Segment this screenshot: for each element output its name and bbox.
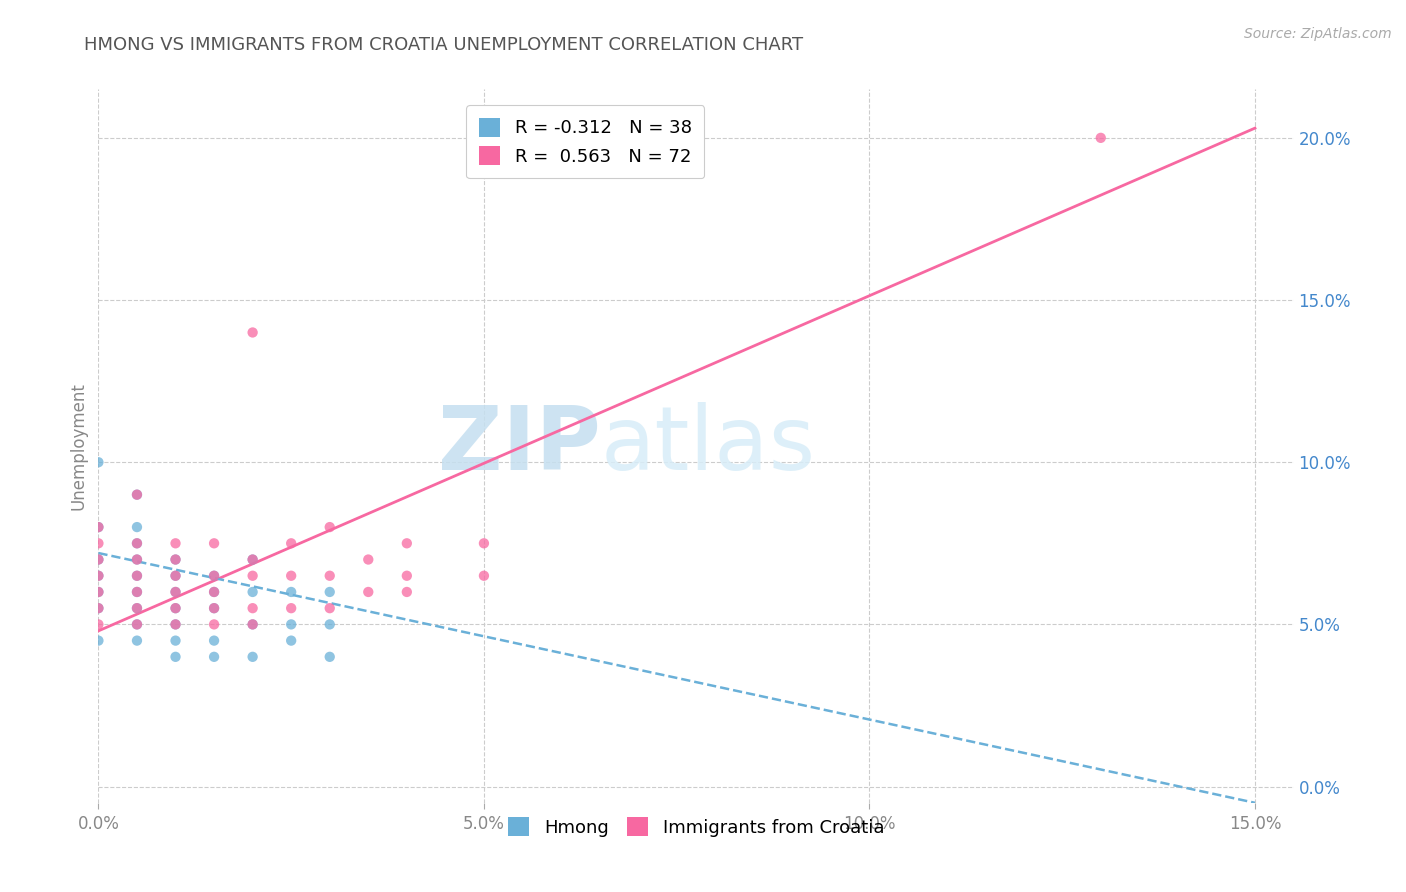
Point: [125, 488, 148, 502]
Point: [165, 552, 187, 566]
Point: [319, 520, 342, 534]
Point: [125, 585, 148, 599]
Point: [87, 455, 110, 469]
Point: [319, 585, 342, 599]
Point: [280, 601, 302, 615]
Point: [202, 536, 225, 550]
Point: [87, 585, 110, 599]
Point: [125, 488, 148, 502]
Point: [472, 536, 495, 550]
Point: [242, 649, 264, 664]
Point: [125, 585, 148, 599]
Point: [395, 568, 418, 582]
Point: [242, 326, 264, 340]
Point: [165, 617, 187, 632]
Point: [87, 552, 110, 566]
Point: [165, 568, 187, 582]
Point: [165, 568, 187, 582]
Point: [202, 585, 225, 599]
Point: [125, 633, 148, 648]
Point: [87, 601, 110, 615]
Point: [125, 520, 148, 534]
Point: [202, 649, 225, 664]
Point: [202, 601, 225, 615]
Point: [1090, 131, 1112, 145]
Point: [125, 601, 148, 615]
Point: [165, 585, 187, 599]
Point: [125, 568, 148, 582]
Point: [242, 601, 264, 615]
Point: [125, 601, 148, 615]
Point: [125, 536, 148, 550]
Point: [395, 585, 418, 599]
Point: [165, 601, 187, 615]
Point: [165, 601, 187, 615]
Point: [202, 568, 225, 582]
Point: [125, 552, 148, 566]
Point: [319, 649, 342, 664]
Point: [242, 568, 264, 582]
Point: [87, 536, 110, 550]
Text: Source: ZipAtlas.com: Source: ZipAtlas.com: [1244, 27, 1392, 41]
Legend: Hmong, Immigrants from Croatia: Hmong, Immigrants from Croatia: [501, 810, 891, 844]
Point: [357, 585, 380, 599]
Point: [202, 568, 225, 582]
Point: [165, 585, 187, 599]
Point: [87, 601, 110, 615]
Point: [357, 552, 380, 566]
Point: [87, 568, 110, 582]
Point: [87, 633, 110, 648]
Point: [280, 568, 302, 582]
Point: [87, 520, 110, 534]
Point: [395, 536, 418, 550]
Point: [165, 617, 187, 632]
Point: [280, 585, 302, 599]
Point: [87, 520, 110, 534]
Point: [319, 601, 342, 615]
Point: [87, 617, 110, 632]
Point: [165, 536, 187, 550]
Text: HMONG VS IMMIGRANTS FROM CROATIA UNEMPLOYMENT CORRELATION CHART: HMONG VS IMMIGRANTS FROM CROATIA UNEMPLO…: [84, 36, 803, 54]
Point: [202, 585, 225, 599]
Point: [125, 617, 148, 632]
Point: [165, 649, 187, 664]
Point: [242, 552, 264, 566]
Point: [202, 633, 225, 648]
Point: [165, 552, 187, 566]
Point: [242, 552, 264, 566]
Point: [472, 568, 495, 582]
Point: [242, 617, 264, 632]
Point: [87, 552, 110, 566]
Point: [125, 536, 148, 550]
Point: [242, 585, 264, 599]
Point: [280, 536, 302, 550]
Point: [125, 568, 148, 582]
Point: [165, 633, 187, 648]
Point: [319, 568, 342, 582]
Point: [202, 617, 225, 632]
Point: [125, 617, 148, 632]
Y-axis label: Unemployment: Unemployment: [69, 382, 87, 510]
Point: [87, 585, 110, 599]
Text: ZIP: ZIP: [437, 402, 600, 490]
Point: [280, 633, 302, 648]
Point: [202, 601, 225, 615]
Point: [280, 617, 302, 632]
Point: [125, 552, 148, 566]
Point: [87, 568, 110, 582]
Point: [319, 617, 342, 632]
Text: atlas: atlas: [600, 402, 815, 490]
Point: [242, 617, 264, 632]
